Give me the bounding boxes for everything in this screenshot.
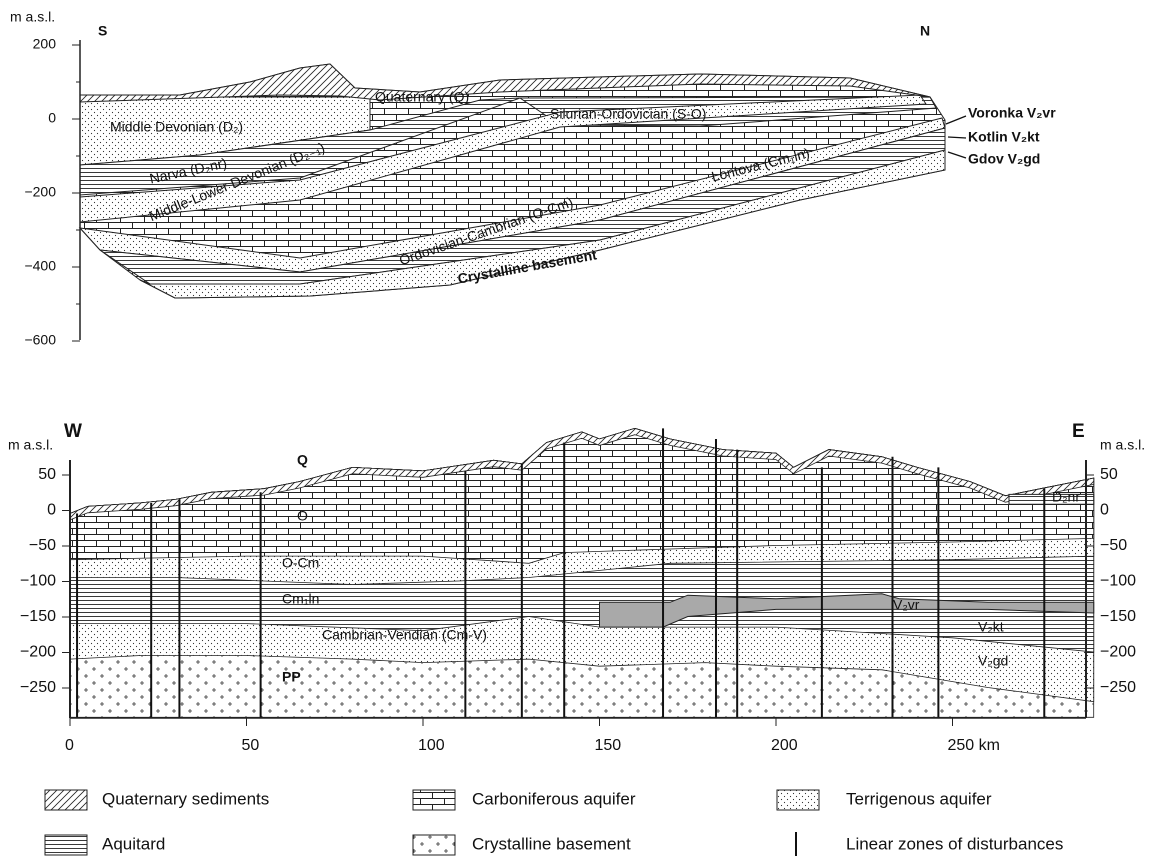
layer-gray: [599, 593, 1095, 628]
layer-label: Cambrian-Vendian (Cm-V): [322, 627, 487, 643]
direction: W: [64, 421, 82, 442]
y-tick-label: −600: [24, 332, 56, 348]
legend-swatch: [44, 834, 88, 856]
layer: [1008, 493, 1095, 505]
side-label: Gdov V₂gd: [968, 151, 1040, 167]
legend-label: Terrigenous aquifer: [846, 789, 992, 808]
layer-dots: [79, 94, 927, 223]
axis-label: m a.s.l.: [10, 9, 55, 25]
layer-label: Middle Devonian (D₂): [110, 119, 243, 135]
y-tick-label: −100: [20, 573, 56, 590]
layer-label: PP: [282, 669, 301, 685]
axis-label: m a.s.l.: [8, 437, 53, 453]
y-tick-label: 200: [33, 36, 57, 52]
x-tick-label: 0: [65, 737, 74, 754]
y-tick-label: 0: [47, 502, 56, 519]
y-tick-label: −200: [20, 644, 56, 661]
y-tick-label-right: −150: [1100, 608, 1136, 625]
bottom-section: m a.s.l. m a.s.l. W E Q O D₂nr O-Cm Cm₁l…: [8, 421, 1145, 754]
layer-label: Q: [297, 452, 308, 468]
direction: E: [1072, 421, 1085, 442]
layer-label: V₂gd: [978, 653, 1008, 669]
legend-label: Aquitard: [102, 834, 165, 853]
x-tick-label: 150: [595, 737, 622, 754]
y-tick-label: −50: [29, 537, 56, 554]
direction: N: [920, 23, 930, 39]
y-tick-label-right: −50: [1100, 537, 1127, 554]
legend-label: Crystalline basement: [472, 834, 631, 853]
layer-label: V₂vr: [893, 597, 920, 613]
legend-label: Linear zones of disturbances: [846, 834, 1063, 853]
y-tick-label-right: −250: [1100, 679, 1136, 696]
x-tick-label: 250 km: [948, 737, 1000, 754]
layer-label: Quaternary (Q): [375, 89, 469, 105]
layer-label: O: [297, 508, 308, 524]
legend-swatch: [44, 789, 88, 811]
legend-swatch: [412, 834, 456, 856]
x-tick-label: 200: [771, 737, 798, 754]
layer-group: [69, 427, 1095, 718]
legend-label: Carboniferous aquifer: [472, 789, 636, 808]
tick-group: 200 0 −200 −400 −600: [24, 36, 80, 348]
y-tick-label-right: −200: [1100, 644, 1136, 661]
x-tick-label: 50: [242, 737, 260, 754]
y-tick-label: −400: [24, 258, 56, 274]
axis-label: m a.s.l.: [1100, 437, 1145, 453]
layer-dots: [139, 149, 946, 299]
tick-group: 50 50 0 0 −50 −50 −100 −100 −150 −150 −200 −200 −250…: [20, 466, 1136, 754]
top-section: m a.s.l. S N Quaternary (Q) Middle Devon…: [10, 9, 1056, 348]
y-tick-label-right: 0: [1100, 502, 1109, 519]
side-label: Voronka V₂vr: [968, 105, 1056, 121]
legend-label: Quaternary sediments: [102, 789, 269, 808]
y-tick-label: 50: [38, 466, 56, 483]
x-tick-label: 100: [418, 737, 445, 754]
layer: [69, 427, 1095, 521]
side-label: Kotlin V₂kt: [968, 129, 1040, 145]
y-tick-label: 0: [48, 110, 56, 126]
layer-label: V₂kt: [978, 619, 1004, 635]
layer-lines: [79, 97, 521, 196]
legend-swatch: [412, 789, 456, 811]
layer-hatch: [79, 63, 931, 103]
legend: Quaternary sediments Carboniferous aquif…: [44, 789, 1063, 856]
layer-label: Cm₁ln: [282, 591, 319, 607]
arrow: [945, 115, 967, 159]
layer-label: O-Cm: [282, 555, 319, 571]
layer-label: D₂nr: [1052, 489, 1080, 505]
y-tick-label-right: 50: [1100, 466, 1118, 483]
layer-label: Silurian-Ordovician (S-O): [550, 106, 706, 122]
y-tick-label: −150: [20, 608, 56, 625]
direction: S: [98, 23, 107, 39]
y-tick-label: −250: [20, 679, 56, 696]
y-tick-label: −200: [24, 184, 56, 200]
legend-swatch: [776, 789, 820, 811]
y-tick-label-right: −100: [1100, 573, 1136, 590]
